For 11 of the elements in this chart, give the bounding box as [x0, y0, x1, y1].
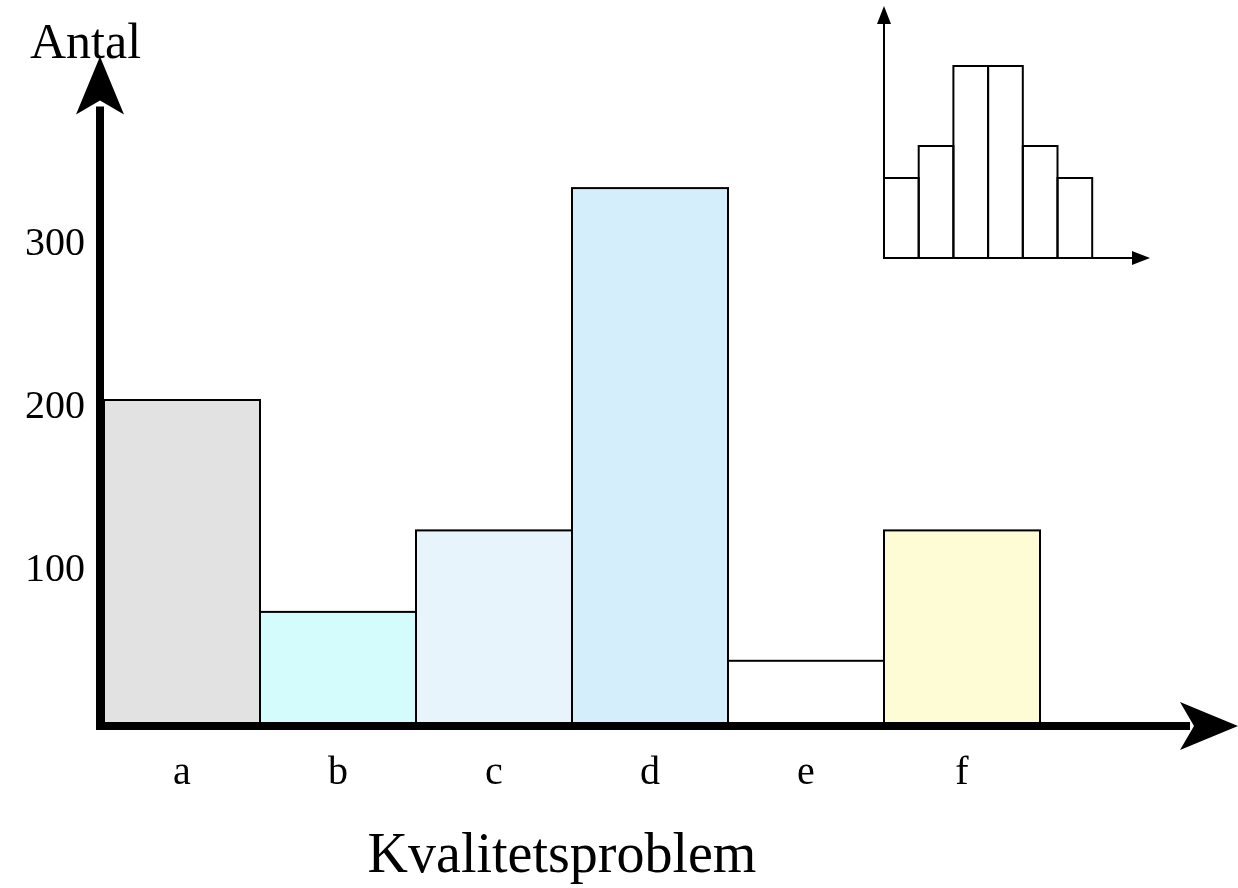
x-tick-label: f	[955, 748, 970, 793]
x-tick-label: a	[173, 748, 192, 793]
x-tick-label: e	[797, 748, 815, 793]
x-tick-label: c	[485, 748, 503, 793]
y-tick-label: 100	[25, 545, 85, 590]
y-tick-label: 300	[25, 219, 85, 264]
y-tick-label: 200	[25, 382, 85, 427]
x-axis-title: Kvalitetsproblem	[367, 822, 757, 884]
x-tick-label: b	[328, 748, 348, 793]
y-axis-title: Antal	[30, 13, 142, 69]
x-tick-label: d	[640, 748, 660, 793]
